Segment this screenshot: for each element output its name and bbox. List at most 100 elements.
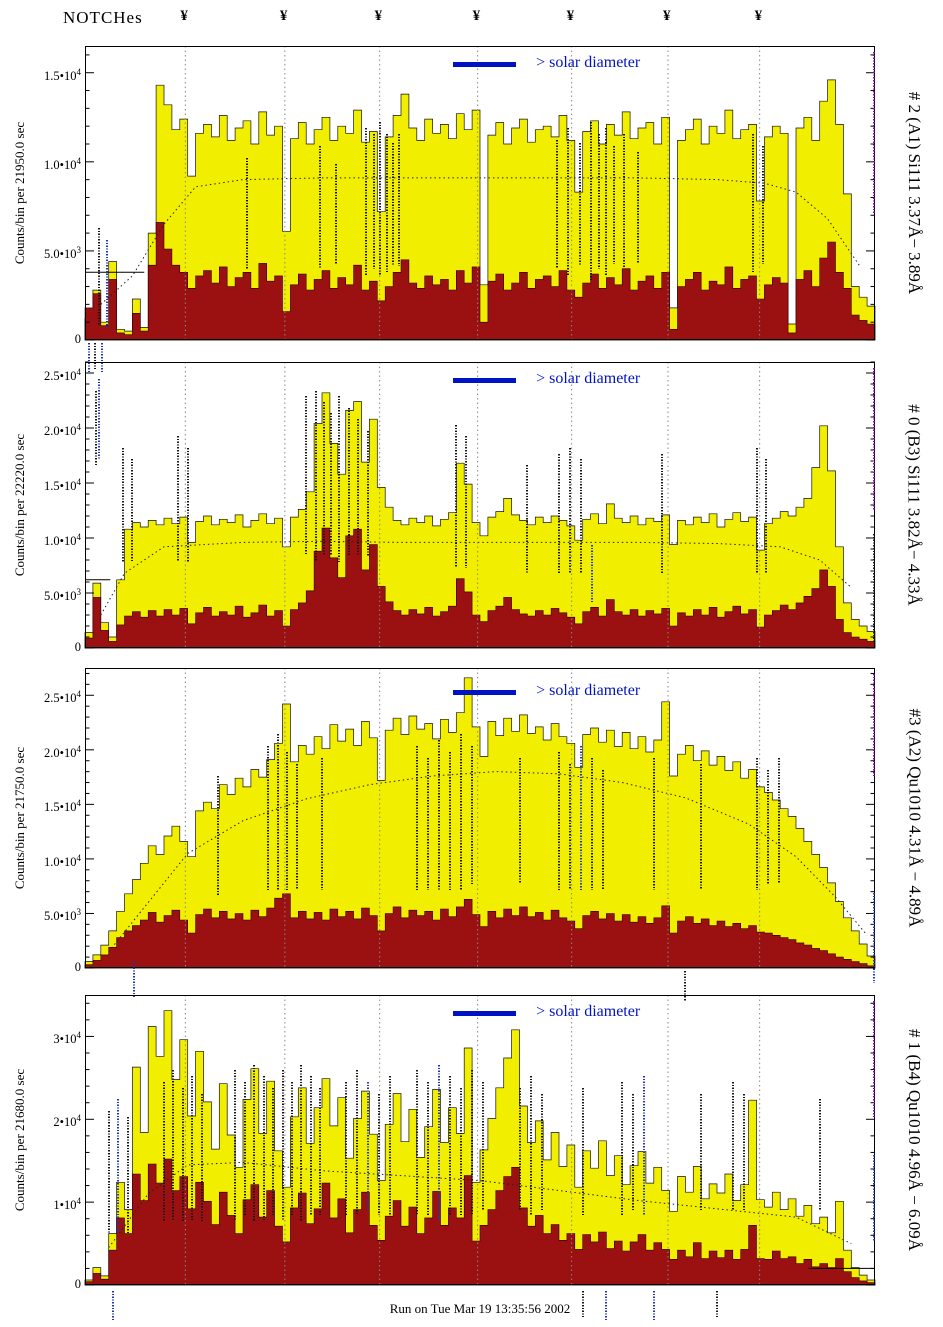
annotation-text-mark [684, 971, 687, 1001]
plot-canvas-B4 [84, 995, 876, 1286]
annotation-text-mark [873, 533, 876, 643]
annotation-text-mark [112, 1290, 115, 1320]
annotation-text-mark [540, 1093, 543, 1210]
annotation-text-mark [295, 764, 298, 890]
annotation-text-mark [613, 145, 616, 264]
annotation-text-mark [556, 140, 559, 270]
panel-channel-B4: Counts/bin per 21680.0 sec # 1 (B4) Qu10… [12, 995, 924, 1320]
axis-frame [85, 668, 875, 968]
annotation-text-mark [591, 545, 594, 603]
annotation-text-mark [347, 407, 350, 557]
annotation-text-mark [580, 459, 583, 574]
y-tick-label: 0 [74, 332, 81, 346]
annotation-text-mark [377, 1093, 380, 1216]
annotation-text-mark [365, 128, 368, 276]
annotation-text-mark [567, 128, 570, 276]
solar-diameter-bar [453, 378, 516, 383]
annotation-text-mark [272, 1087, 275, 1216]
y-tick-label: 5.0•103 [43, 907, 81, 924]
annotation-text-mark [95, 390, 98, 465]
annotation-text-mark [460, 1087, 463, 1216]
annotation-text-mark [107, 1111, 110, 1233]
annotation-text-mark [131, 459, 134, 563]
annotation-text-mark [177, 436, 180, 563]
y-axis-title-text: Counts/bin per 22220.0 sec [12, 433, 28, 577]
y-tick-label: 5.0•103 [43, 587, 81, 604]
annotation-text-mark [318, 145, 321, 270]
annotation-text-mark [818, 1099, 821, 1210]
annotation-text-mark [314, 390, 317, 563]
channel-label-text: # 2 (A1) Si111 3.37Å− 3.89Å [905, 91, 924, 295]
solar-diameter-label: > solar diameter [536, 370, 641, 387]
annotation-text-mark [716, 1290, 718, 1317]
y-tick-label: 2•104 [53, 1113, 81, 1130]
annotation-text-mark [366, 1082, 369, 1210]
annotation-text-mark [373, 134, 376, 270]
annotation-text-mark [777, 758, 780, 884]
annotation-text-mark [873, 674, 876, 776]
annotation-text-mark [276, 734, 279, 890]
annotation-text-mark [106, 240, 109, 329]
annotation-text-mark [569, 764, 572, 890]
page-title: NOTCHes [63, 8, 143, 27]
y-tick-label: 1.5•104 [43, 477, 81, 494]
channel-label: #3 (A2) Qu1010 4.31Å − 4.89Å [901, 668, 927, 968]
y-axis-title: Counts/bin per 22220.0 sec [9, 362, 31, 648]
y-tick-label: 1.0•104 [43, 155, 81, 172]
y-axis-title-text: Counts/bin per 21680.0 sec [12, 1068, 28, 1212]
annotation-text-mark [290, 1082, 293, 1216]
annotation-text-mark [426, 1082, 429, 1216]
annotation-text-mark [700, 764, 703, 890]
annotation-text-mark [121, 447, 124, 563]
smoothed-curve [100, 177, 860, 305]
annotation-text-mark [200, 1093, 203, 1222]
channel-label: # 0 (B3) Si111 3.82Å− 4.33Å [901, 362, 927, 648]
annotation-text-mark [335, 163, 338, 264]
notch-marker: ¥ [566, 8, 575, 24]
annotation-text-mark [98, 228, 101, 326]
notch-marker: ¥ [180, 8, 188, 24]
plot-canvas-B3 [84, 361, 876, 649]
y-tick-label: 0 [74, 960, 81, 974]
annotation-text-mark [319, 1087, 322, 1216]
notch-marker: ¥ [472, 8, 481, 24]
annotation-text-mark [388, 1076, 391, 1216]
smoothed-curve [108, 771, 868, 952]
annotation-text-mark [755, 447, 758, 574]
annotation-text-mark [873, 1154, 876, 1242]
axis-frame [85, 995, 875, 1285]
annotation-text-mark [700, 1093, 703, 1210]
annotation-text-mark [526, 464, 529, 574]
annotation-text-mark [398, 134, 401, 267]
annotation-text-mark [322, 402, 325, 557]
solar-diameter-label: > solar diameter [536, 682, 641, 699]
annotation-text-mark [321, 758, 323, 890]
y-tick-label: 1.5•104 [43, 798, 81, 815]
annotation-text-mark [126, 1116, 129, 1233]
annotation-text-mark [569, 447, 572, 574]
y-tick-label: 0 [74, 640, 81, 654]
annotation-text-mark [243, 1082, 246, 1216]
annotation-text-mark [652, 758, 655, 890]
annotation-text-mark [581, 1290, 584, 1317]
annotation-text-mark [589, 122, 592, 282]
annotation-text-mark [305, 396, 308, 554]
annotation-text-mark [873, 367, 876, 511]
y-axis-title: Counts/bin per 21950.0 sec [9, 46, 31, 340]
histogram-background [84, 527, 876, 649]
annotation-text-mark [637, 151, 639, 264]
annotation-text-mark [643, 1076, 646, 1216]
solar-diameter-bar [453, 690, 516, 695]
notch-marker: ¥ [279, 8, 288, 24]
panel-channel-A1: Counts/bin per 21950.0 sec # 2 (A1) Si11… [12, 46, 924, 373]
y-tick-label: 2.5•104 [43, 367, 81, 384]
y-tick-label: 2.0•104 [43, 422, 81, 439]
channel-label: # 1 (B4) Qu1010 4.96Å − 6.09Å [901, 995, 927, 1285]
annotation-text-mark [460, 734, 463, 890]
annotation-text-mark [281, 1070, 284, 1222]
annotation-text-mark [330, 413, 333, 557]
annotation-text-mark [622, 134, 625, 270]
smoothed-curve [108, 1161, 852, 1248]
annotation-text-mark [597, 134, 600, 270]
annotation-text-mark [581, 1087, 584, 1216]
